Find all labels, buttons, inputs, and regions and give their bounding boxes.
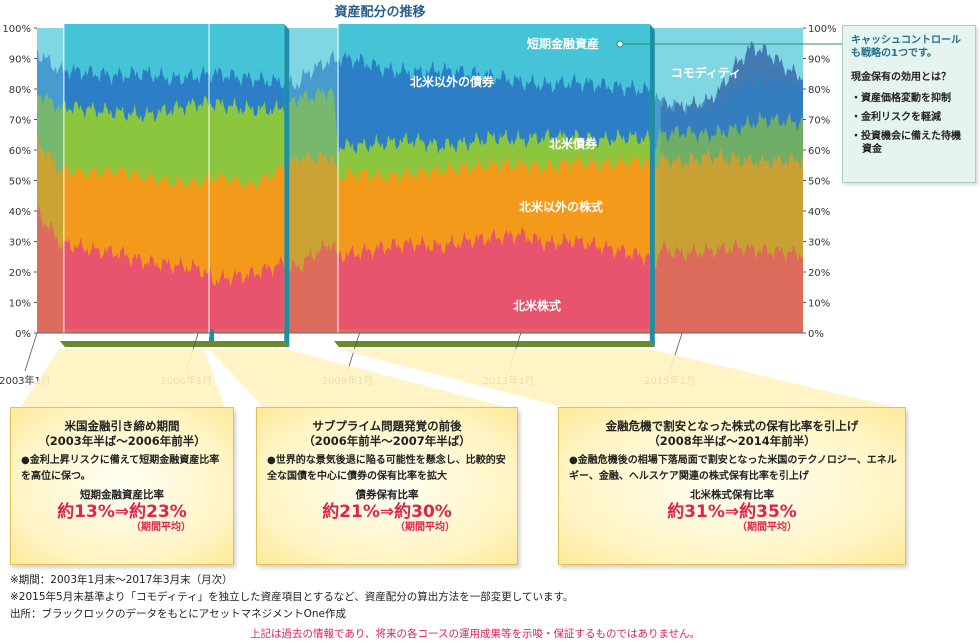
callout-period: （2003年半ば〜2006年前半） bbox=[38, 434, 206, 448]
callout-bullet: ●世界的な景気後退に陥る可能性を懸念し、比較的安全な国債を中心に債券の保有比率を… bbox=[267, 455, 506, 482]
cash-control-heading: キャッシュコントロールも戦略の1つです。 bbox=[851, 35, 961, 59]
cash-control-item: ・資産価格変動を抑制 bbox=[851, 93, 951, 104]
callout-title: サブプライム問題発覚の前後 bbox=[312, 419, 462, 433]
highlight-side-edge bbox=[649, 24, 655, 347]
y-tick-label-left: 80% bbox=[9, 85, 31, 96]
y-tick-label-left: 0% bbox=[15, 329, 31, 340]
highlight-bottom-edge bbox=[59, 341, 215, 347]
callout-pointer bbox=[338, 349, 898, 408]
callout-metric: 短期金融資産比率 bbox=[80, 489, 164, 501]
y-tick-label-left: 90% bbox=[9, 55, 31, 66]
callout-bullet: ●金融危機後の相場下落局面で割安となった米国のテクノロジー、エネルギー、金融、ヘ… bbox=[569, 455, 897, 482]
series-label-non-na-equity: 北米以外の株式 bbox=[519, 199, 603, 214]
callout-title: 米国金融引き締め期間 bbox=[64, 419, 180, 433]
y-tick-label-left: 50% bbox=[9, 177, 31, 188]
highlight-side-edge bbox=[284, 24, 290, 347]
y-tick-label-right: 50% bbox=[808, 177, 830, 188]
highlight-area-na-equity bbox=[63, 237, 210, 329]
series-label-non-na-bonds: 北米以外の債券 bbox=[410, 74, 495, 89]
disclaimer: 上記は過去の情報であり、将来の各コースの運用成果等を示唆・保証するものではありま… bbox=[250, 628, 701, 640]
short-term-marker bbox=[616, 40, 624, 48]
footnote-source: 出所：ブラックロックのデータをもとにアセットマネジメントOne作成 bbox=[10, 608, 346, 620]
highlight-bottom-edge bbox=[334, 341, 655, 347]
callout-note: （期間平均） bbox=[131, 522, 191, 533]
series-label-na-bonds: 北米債券 bbox=[549, 136, 598, 151]
callout-metric: 債券保有比率 bbox=[355, 489, 419, 501]
callout-value: 約13%⇒約23% bbox=[57, 502, 187, 522]
y-tick-label-right: 70% bbox=[808, 116, 830, 127]
highlight-area-na-equity bbox=[209, 256, 285, 329]
footnote-period: ※期間：2003年1月末〜2017年3月末（月次） bbox=[10, 574, 233, 586]
highlight-bottom-edge bbox=[205, 341, 290, 347]
cash-control-box: キャッシュコントロールも戦略の1つです。 現金保有の効用とは？ ・資産価格変動を… bbox=[842, 25, 976, 183]
y-tick-label-right: 20% bbox=[808, 268, 830, 279]
callout-value: 約21%⇒約30% bbox=[322, 502, 452, 522]
y-tick-label-left: 40% bbox=[9, 207, 31, 218]
callout-pointer-group bbox=[20, 349, 898, 408]
y-tick-label-left: 100% bbox=[2, 24, 31, 35]
cash-control-item: ・金利リスクを軽減 bbox=[851, 112, 941, 123]
y-tick-label-right: 0% bbox=[808, 329, 824, 340]
y-tick-label-right: 30% bbox=[808, 238, 830, 249]
highlight-period-1 bbox=[205, 24, 290, 347]
cash-control-item: ・投資機会に備えた待機資金 bbox=[851, 131, 961, 155]
callout-metric: 北米株式保有比率 bbox=[690, 489, 774, 501]
chart-title: 資産配分の推移 bbox=[334, 4, 425, 20]
callout-tightening: 米国金融引き締め期間 （2003年半ば〜2006年前半） ●金利上昇リスクに備え… bbox=[10, 407, 234, 565]
highlighted-period-group bbox=[59, 24, 655, 347]
callout-note: （期間平均） bbox=[737, 522, 797, 533]
y-tick-label-left: 30% bbox=[9, 238, 31, 249]
y-tick-label-right: 100% bbox=[808, 24, 837, 35]
highlight-area-na-equity bbox=[338, 227, 650, 329]
callout-pointer bbox=[209, 349, 510, 408]
series-label-commodity: コモディティ bbox=[671, 65, 741, 80]
series-label-na-equity: 北米株式 bbox=[513, 298, 561, 313]
y-tick-label-right: 80% bbox=[808, 85, 830, 96]
callout-value: 約31%⇒約35% bbox=[667, 502, 797, 522]
highlight-period-2 bbox=[334, 24, 655, 347]
callout-period: （2008年半ば〜2014年前半） bbox=[648, 434, 816, 448]
y-tick-label-left: 60% bbox=[9, 146, 31, 157]
callout-subprime: サブプライム問題発覚の前後 （2006年前半〜2007年半ば） ●世界的な景気後… bbox=[256, 407, 518, 565]
callout-period: （2006年前半〜2007年半ば） bbox=[303, 434, 471, 448]
callout-bullet: ●金利上昇リスクに備えて短期金融資産比率を高位に保つ。 bbox=[21, 455, 220, 482]
callout-title: 金融危機で割安となった株式の保有比率を引上げ bbox=[605, 419, 859, 433]
callout-financial-crisis: 金融危機で割安となった株式の保有比率を引上げ （2008年半ば〜2014年前半）… bbox=[558, 407, 906, 565]
x-tick-leader bbox=[24, 332, 38, 372]
y-tick-label-left: 70% bbox=[9, 116, 31, 127]
cash-control-question: 現金保有の効用とは？ bbox=[851, 72, 951, 83]
series-label-short-term: 短期金融資産 bbox=[527, 36, 599, 51]
callout-pointer bbox=[20, 349, 225, 408]
y-tick-label-left: 20% bbox=[9, 268, 31, 279]
highlight-period-0 bbox=[59, 24, 215, 347]
y-tick-label-right: 10% bbox=[808, 299, 830, 310]
footnote-method: ※2015年5月末基準より「コモディティ」を独立した資産項目とするなど、資産配分… bbox=[10, 591, 574, 603]
y-tick-label-right: 90% bbox=[808, 55, 830, 66]
y-tick-label-right: 40% bbox=[808, 207, 830, 218]
y-tick-label-left: 10% bbox=[9, 299, 31, 310]
callout-note: （期間平均） bbox=[395, 522, 455, 533]
y-tick-label-right: 60% bbox=[808, 146, 830, 157]
